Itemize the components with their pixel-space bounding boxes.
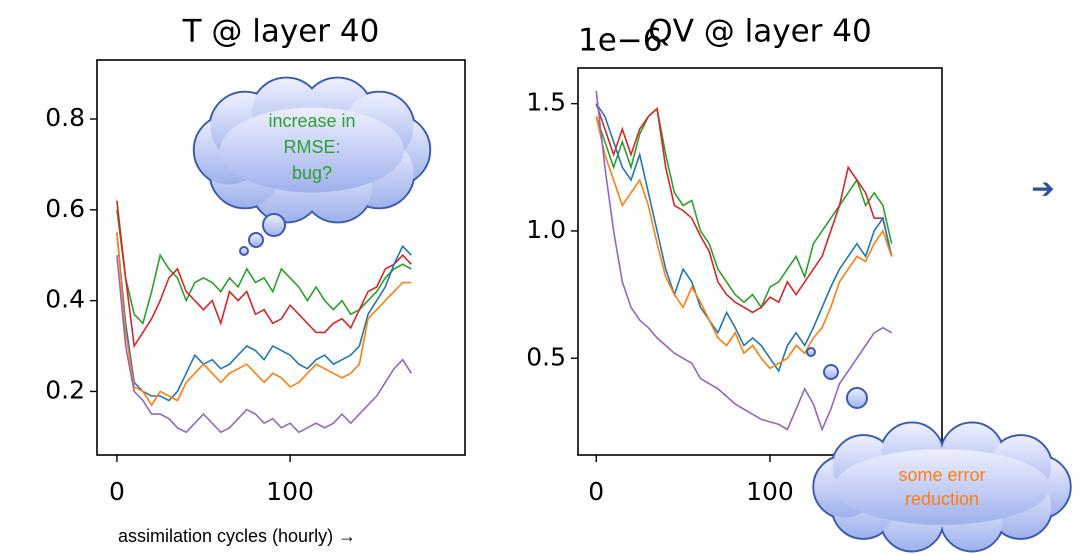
chart: QV @ layer 40 0.5 1.0 1.5 0 100 1e−6	[526, 14, 943, 506]
callout-text: reduction	[905, 489, 979, 509]
series-line	[116, 232, 412, 402]
y-tick-label: 1.0	[526, 215, 566, 244]
y-tick-label: 0.2	[45, 375, 85, 404]
x-tick-label: 100	[746, 477, 794, 506]
cloud-part	[220, 107, 404, 193]
x-tick-label: 0	[588, 477, 604, 506]
y-tick-label: 0.8	[45, 103, 85, 132]
series-line	[116, 232, 412, 407]
axes-frame	[577, 67, 943, 456]
axes-frame	[96, 59, 466, 456]
callout-text: some error	[898, 465, 985, 485]
x-tick-label: 0	[109, 477, 125, 506]
cloud-part	[834, 449, 1050, 525]
x-axis-label: assimilation cycles (hourly) →	[118, 526, 356, 546]
series-line	[595, 107, 893, 309]
x-tick-label: 100	[266, 477, 314, 506]
y-tick-label: 0.6	[45, 194, 85, 223]
thought-cloud	[806, 347, 1072, 553]
cloud-fill	[194, 78, 430, 222]
chart-title: QV @ layer 40	[648, 14, 871, 50]
callout-text: RMSE:	[283, 137, 340, 157]
lines	[595, 90, 893, 432]
chart: T @ layer 40 0.2 0.4 0.6 0.8 0 100	[45, 14, 466, 506]
arrow: ➔	[1031, 172, 1054, 205]
y-tick-label: 0.4	[45, 285, 85, 314]
chart-title: T @ layer 40	[182, 14, 380, 50]
y-tick-label: 1.5	[526, 88, 566, 117]
callout-text: bug?	[292, 163, 332, 183]
series-line	[595, 90, 893, 432]
series-line	[595, 116, 893, 370]
series-line	[595, 103, 893, 373]
series-line	[116, 209, 412, 325]
y-tick-label: 0.5	[526, 342, 566, 371]
cloud-fill	[814, 423, 1070, 551]
series-line	[116, 200, 412, 349]
callout-text: increase in	[268, 111, 355, 131]
series-line	[595, 103, 893, 314]
annotations: assimilation cycles (hourly) → ➔ increase …	[118, 111, 1055, 546]
lines	[116, 200, 412, 434]
thought-cloud	[192, 76, 432, 256]
axis-multiplier: 1e−6	[578, 23, 663, 59]
series-line	[116, 255, 412, 434]
